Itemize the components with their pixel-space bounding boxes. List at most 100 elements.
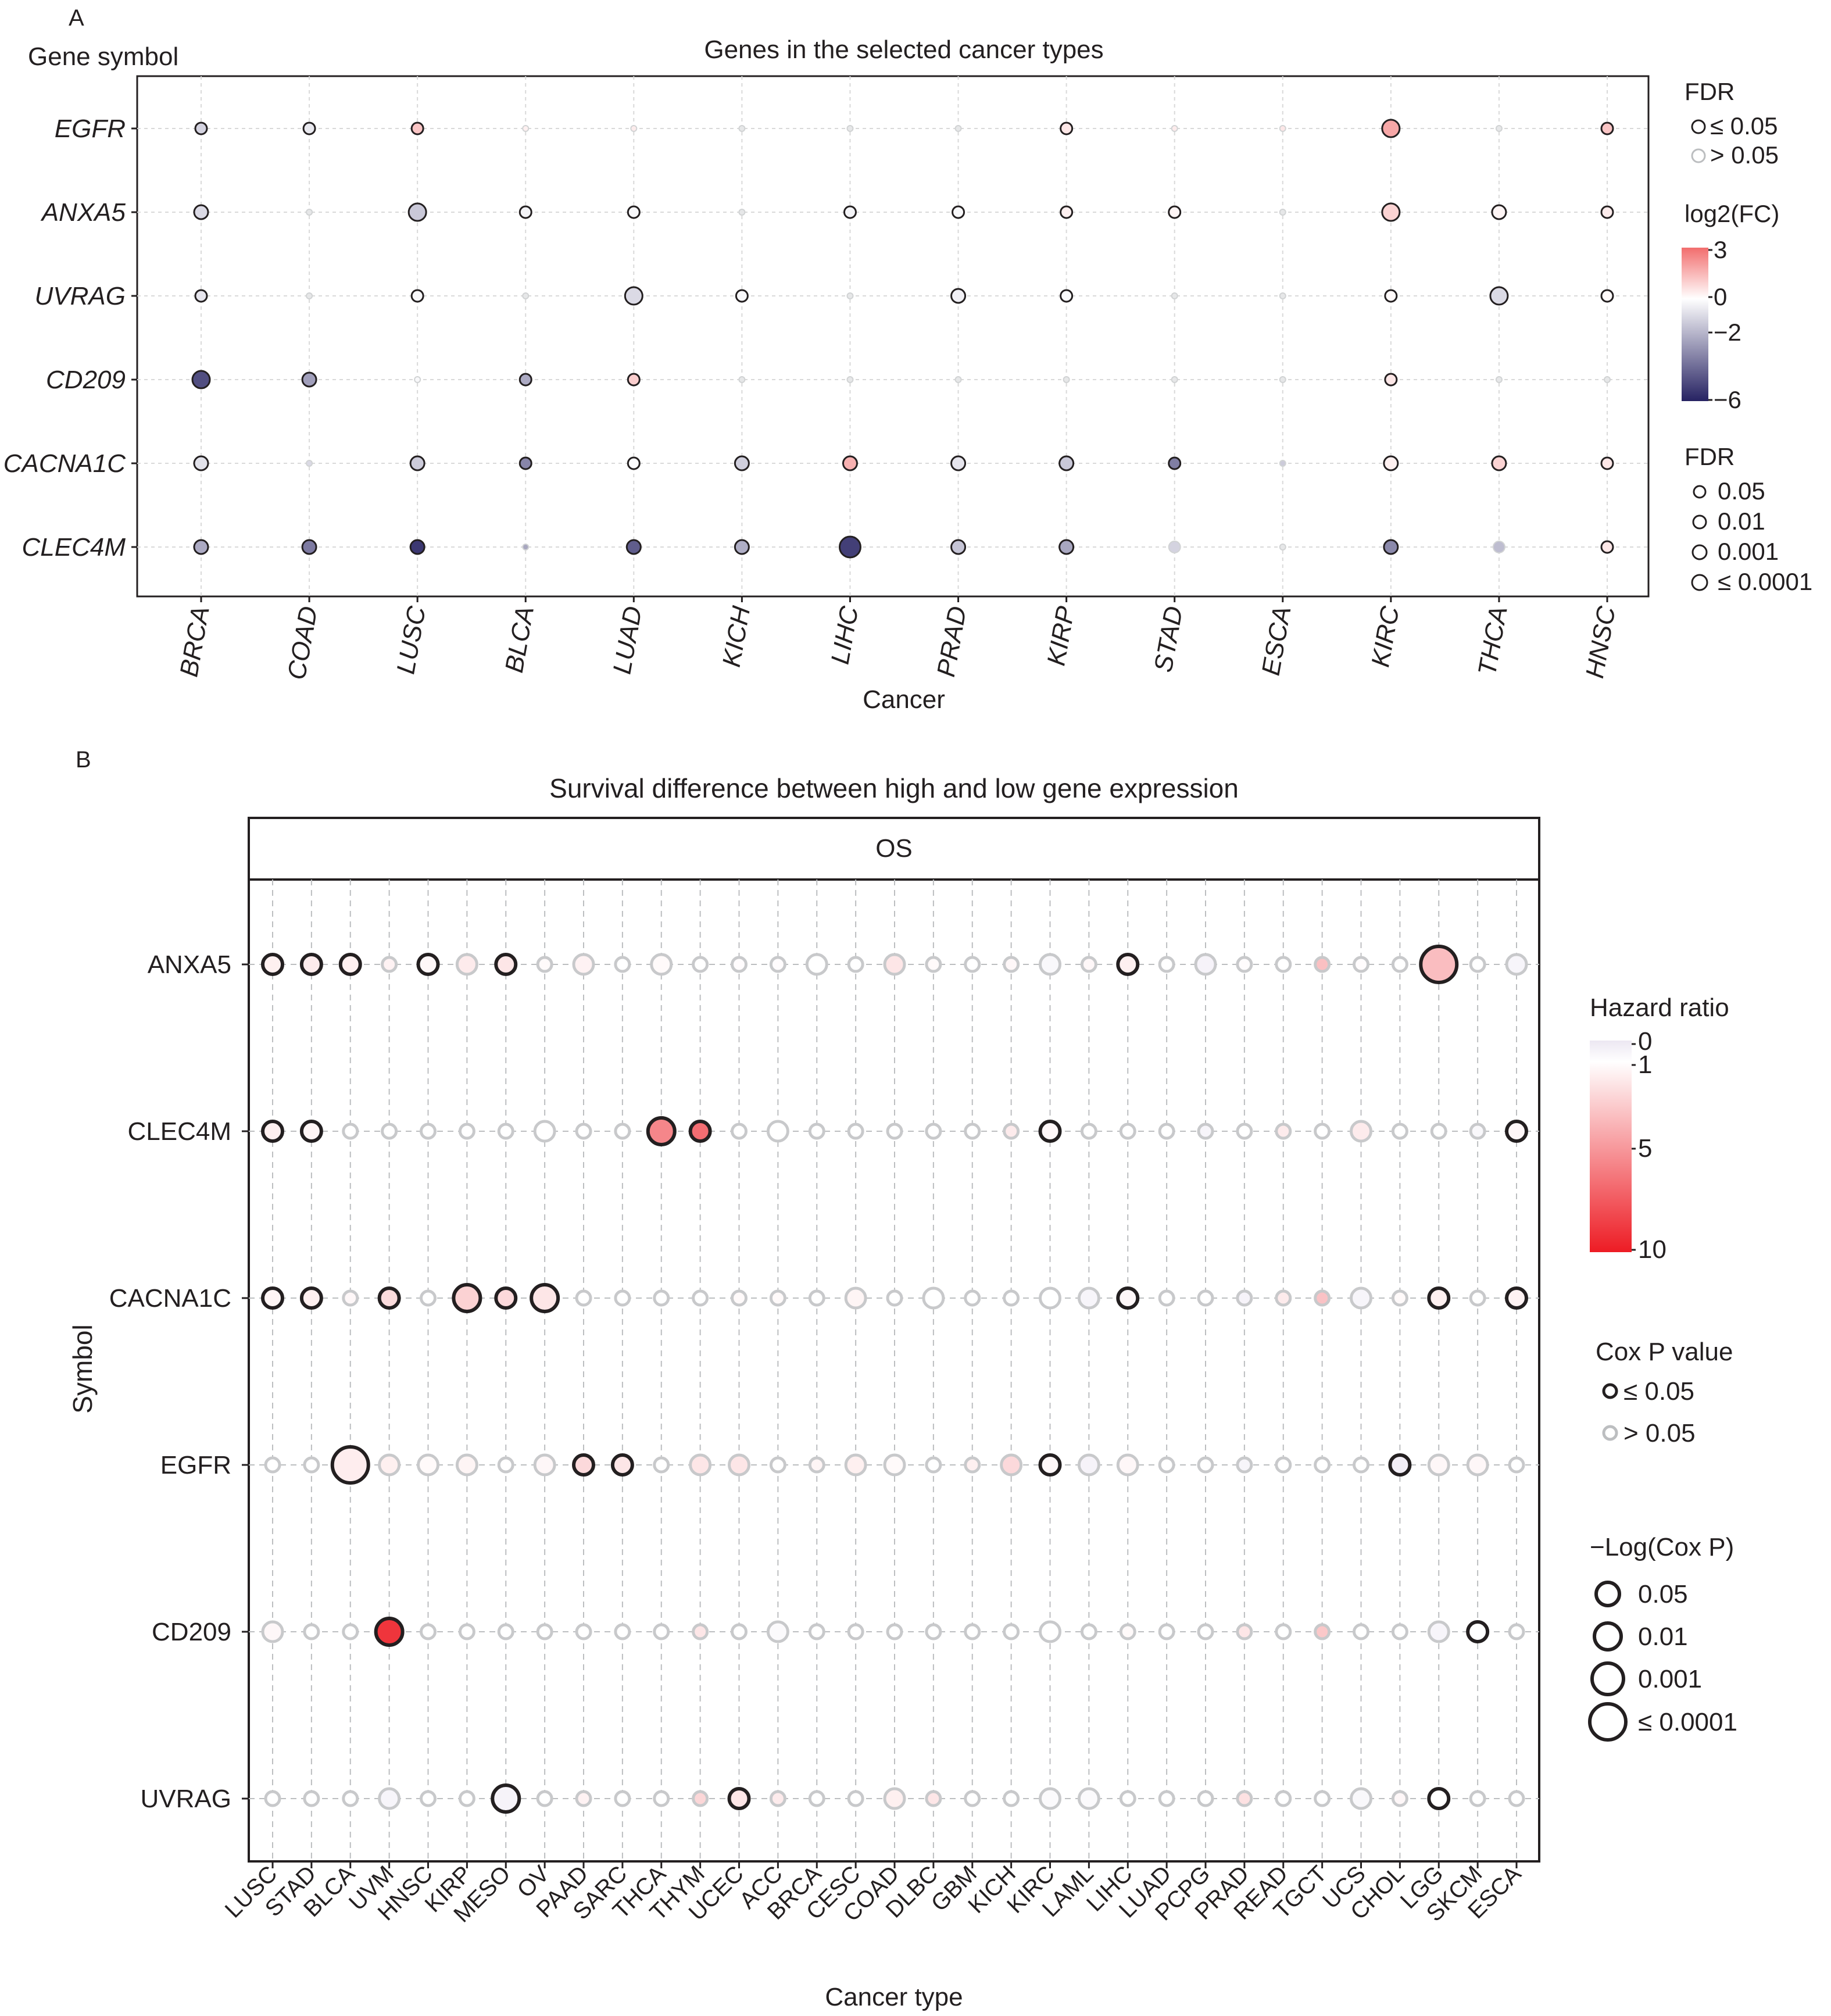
- point-UVRAG-LUSC: [410, 289, 424, 303]
- point-EGFR-ESCA: [1508, 1456, 1525, 1474]
- point-UVRAG-BRCA: [808, 1790, 825, 1807]
- point-ANXA5-UCS: [1353, 956, 1369, 973]
- point-UVRAG-SKCM: [1469, 1790, 1486, 1807]
- point-EGFR-KIRC: [1038, 1453, 1062, 1477]
- point-CLEC4M-LAML: [1080, 1123, 1097, 1140]
- point-EGFR-COAD: [302, 121, 316, 135]
- point-UVRAG-TGCT: [1314, 1790, 1331, 1807]
- legend-fdr-sig-label: ≤ 0.05: [1710, 112, 1778, 140]
- legend-logp-key: [1590, 1661, 1625, 1696]
- point-EGFR-KIRP: [455, 1453, 478, 1477]
- point-CD209-TGCT: [1314, 1623, 1331, 1640]
- point-CD209-LUSC: [261, 1620, 284, 1643]
- point-EGFR-CHOL: [1388, 1453, 1412, 1477]
- point-CACNA1C-KICH: [734, 455, 750, 471]
- point-ANXA5-SKCM: [1469, 956, 1486, 973]
- y-tick-label: CACNA1C: [3, 449, 126, 478]
- point-ANXA5-COAD: [306, 209, 313, 216]
- point-CACNA1C-DLBC: [922, 1286, 945, 1310]
- legend-logp-label: ≤ 0.0001: [1638, 1708, 1737, 1736]
- legend-hr-tick: 5: [1638, 1134, 1652, 1163]
- legend-log2fc-tick: 3: [1714, 236, 1727, 263]
- point-CD209-BLCA: [518, 373, 532, 387]
- point-EGFR-READ: [1275, 1456, 1292, 1474]
- legend-hr-tick: 0: [1638, 1027, 1652, 1056]
- point-ANXA5-BLCA: [518, 205, 532, 219]
- point-CD209-THCA: [1495, 376, 1503, 383]
- panel-b-y-title: Symbol: [67, 1324, 98, 1413]
- legend-fdr-size-label: 0.01: [1718, 507, 1765, 535]
- point-EGFR-MESO: [497, 1456, 514, 1474]
- point-CD209-DLBC: [925, 1623, 942, 1640]
- point-CACNA1C-BRCA: [193, 455, 209, 471]
- point-CD209-THCA: [653, 1623, 670, 1640]
- legend-fdr-size-label: 0.05: [1718, 477, 1765, 505]
- point-CLEC4M-GBM: [964, 1123, 981, 1140]
- point-UVRAG-LIHC: [1119, 1790, 1136, 1807]
- point-ANXA5-THCA: [1491, 204, 1507, 220]
- panel-b-title: Survival difference between high and low…: [549, 773, 1239, 803]
- point-CACNA1C-COAD: [886, 1289, 903, 1307]
- legend-cox-nonsig-key: [1602, 1425, 1618, 1441]
- point-EGFR-GBM: [964, 1456, 981, 1474]
- point-CACNA1C-ESCA: [1505, 1286, 1528, 1310]
- point-EGFR-HNSC: [1600, 121, 1614, 135]
- point-UVRAG-THYM: [692, 1790, 709, 1807]
- point-ANXA5-GBM: [964, 956, 981, 973]
- point-ANXA5-BRCA: [805, 953, 828, 976]
- point-EGFR-THYM: [689, 1453, 712, 1477]
- legend-logp-label: 0.05: [1638, 1580, 1688, 1608]
- point-ANXA5-LUSC: [407, 202, 427, 222]
- x-tick-label: HNSC: [1580, 603, 1621, 680]
- point-CLEC4M-PRAD: [1236, 1123, 1253, 1140]
- point-EGFR-LIHC: [1116, 1453, 1139, 1477]
- x-tick-label: KIRC: [1366, 603, 1405, 669]
- point-EGFR-STAD: [1171, 125, 1178, 132]
- point-CD209-KIRC: [1384, 373, 1398, 387]
- point-EGFR-BLCA: [330, 1445, 370, 1485]
- point-CLEC4M-KIRC: [1383, 539, 1399, 555]
- point-CLEC4M-LUAD: [1158, 1123, 1175, 1140]
- point-UVRAG-KIRC: [1039, 1787, 1061, 1810]
- point-CACNA1C-PAAD: [575, 1289, 592, 1307]
- panel-a-y-tick-labels: EGFR ANXA5 UVRAG CD209 CACNA1C CLEC4M: [3, 115, 137, 562]
- point-CD209-COAD: [886, 1623, 903, 1640]
- point-CACNA1C-ESCA: [1279, 460, 1286, 467]
- facet-strip-label: OS: [875, 834, 913, 863]
- point-CACNA1C-SKCM: [1469, 1289, 1486, 1307]
- point-CD209-KIRP: [458, 1623, 475, 1640]
- y-tick-label: CACNA1C: [109, 1284, 231, 1313]
- panel-b-grid: [249, 880, 1539, 1861]
- legend-hr-tick: 10: [1638, 1235, 1667, 1264]
- point-ANXA5-LUAD: [1158, 956, 1175, 973]
- point-UVRAG-PRAD: [1236, 1790, 1253, 1807]
- panel-a-x-tick-labels: BRCA COAD LUSC BLCA LUAD KICH LIHC PRAD KIRP STAD…: [174, 596, 1621, 682]
- point-CACNA1C-HNSC: [1600, 456, 1614, 470]
- point-UVRAG-MESO: [491, 1783, 521, 1814]
- point-UVRAG-PRAD: [950, 288, 967, 304]
- point-EGFR-LUSC: [264, 1456, 281, 1474]
- point-CLEC4M-COAD: [886, 1123, 903, 1140]
- point-EGFR-BRCA: [194, 121, 208, 135]
- x-tick-label: LIHC: [826, 603, 864, 666]
- point-CACNA1C-CHOL: [1391, 1289, 1408, 1307]
- point-CACNA1C-LGG: [1427, 1286, 1451, 1310]
- point-ANXA5-COAD: [883, 953, 906, 976]
- point-CACNA1C-LUSC: [409, 455, 425, 471]
- point-CACNA1C-READ: [1275, 1289, 1292, 1307]
- point-CACNA1C-GBM: [964, 1289, 981, 1307]
- point-CLEC4M-ACC: [766, 1120, 789, 1143]
- legend-fdr-size-title: FDR: [1685, 443, 1735, 470]
- point-CACNA1C-STAD: [299, 1286, 323, 1310]
- point-UVRAG-PAAD: [575, 1790, 592, 1807]
- legend-fdr-title: FDR: [1685, 78, 1735, 105]
- legend-cox-sig-label: ≤ 0.05: [1623, 1377, 1694, 1406]
- y-tick-label: ANXA5: [148, 950, 231, 979]
- y-tick-label: UVRAG: [35, 282, 126, 310]
- panel-b-legend-pvalue: Cox P value ≤ 0.05 > 0.05: [1596, 1338, 1733, 1447]
- point-CLEC4M-HNSC: [1600, 540, 1614, 554]
- point-ANXA5-BRCA: [193, 204, 209, 220]
- panel-b-legend-size: −Log(Cox P) 0.05 0.01 0.001 ≤ 0.0001: [1588, 1533, 1737, 1742]
- legend-logp-label: 0.001: [1638, 1665, 1702, 1693]
- point-ANXA5-KIRP: [1060, 205, 1074, 219]
